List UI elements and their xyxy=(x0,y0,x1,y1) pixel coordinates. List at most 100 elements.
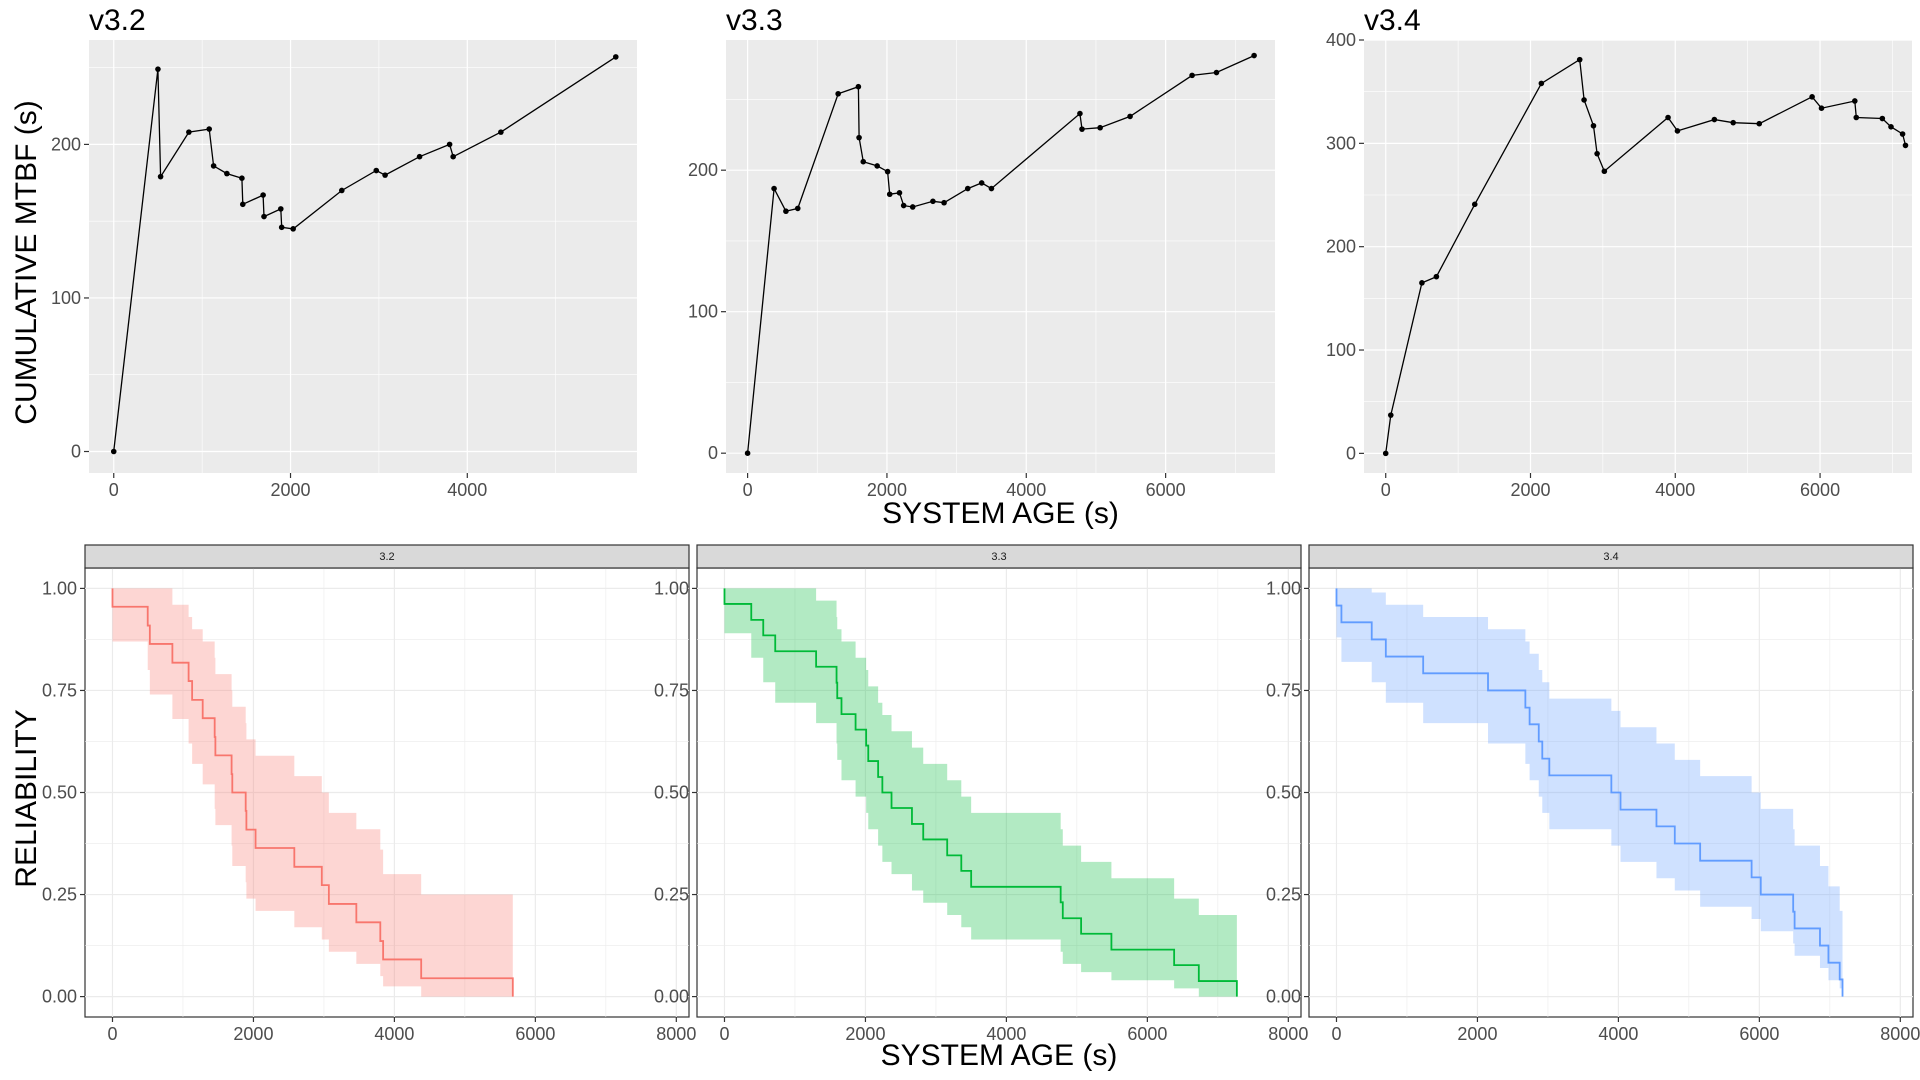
data-point xyxy=(1601,168,1608,175)
data-point xyxy=(886,191,893,198)
data-point xyxy=(941,199,947,206)
plot-background xyxy=(1364,40,1912,473)
survival-step-line xyxy=(111,588,514,997)
y-tick-label: 100 xyxy=(1326,340,1356,360)
data-point xyxy=(110,448,117,455)
chart-panel-2: 0 2000 4000 6000 0 100 200 v3.3 SYSTEM AGE (s) xyxy=(688,4,1275,530)
series-line xyxy=(746,55,1255,454)
data-point xyxy=(290,226,296,232)
chart-panel-5: 0 2000 4000 6000 8000 0.00 0.25 0.50 0.75 1.00 3.3… xyxy=(654,544,1308,1072)
data-point xyxy=(498,129,504,135)
data-point xyxy=(278,224,285,231)
data-point xyxy=(186,129,192,135)
x-tick-label: 6000 xyxy=(1127,1024,1167,1044)
x-tick-label: 2000 xyxy=(270,480,310,500)
data-point xyxy=(771,185,777,192)
data-point xyxy=(1097,124,1103,131)
y-tick-label: 0 xyxy=(1346,443,1356,463)
data-point xyxy=(260,192,266,198)
data-point xyxy=(930,198,936,205)
x-tick-label: 6000 xyxy=(1146,480,1186,500)
data-point xyxy=(157,173,164,180)
data-point xyxy=(224,170,230,177)
x-axis-title: SYSTEM AGE (s) xyxy=(881,1039,1118,1072)
data-point xyxy=(978,180,985,186)
x-tick-label: 4000 xyxy=(1598,1024,1638,1044)
data-point xyxy=(783,208,789,215)
data-point xyxy=(1576,56,1583,63)
x-tick-label: 0 xyxy=(1331,1024,1341,1044)
data-point xyxy=(278,206,284,212)
data-point xyxy=(794,205,801,212)
chart-panel-6: 0 2000 4000 6000 8000 0.00 0.25 0.50 0.75 1.00 3.4 xyxy=(1266,544,1920,1044)
data-point xyxy=(1538,80,1545,87)
data-point xyxy=(155,66,161,72)
chart-panel-3: 0 2000 4000 6000 0 100 200 300 400 v3.4 xyxy=(1326,4,1912,500)
x-tick-label: 8000 xyxy=(656,1024,696,1044)
data-point xyxy=(1899,131,1906,137)
panel-title: v3.2 xyxy=(89,4,146,37)
data-point xyxy=(909,204,916,210)
y-tick-label: 0.00 xyxy=(1266,987,1301,1007)
survival-step-line xyxy=(1335,588,1844,997)
data-point xyxy=(855,83,862,90)
data-point xyxy=(1127,113,1133,120)
data-point xyxy=(1419,280,1425,286)
y-tick-label: 200 xyxy=(51,134,81,154)
data-point xyxy=(612,54,619,60)
x-tick-label: 4000 xyxy=(447,480,487,500)
data-point xyxy=(382,172,388,178)
data-point xyxy=(1756,120,1763,127)
x-tick-label: 2000 xyxy=(1457,1024,1497,1044)
data-point xyxy=(964,185,971,192)
y-tick-label: 200 xyxy=(688,160,718,180)
y-tick-label: 0.25 xyxy=(1266,885,1301,905)
data-point xyxy=(1879,115,1886,122)
chart-panel-1: 0 2000 4000 0 100 200 v3.2 CUMULATIVE MTBF (s) xyxy=(10,4,637,500)
y-tick-label: 100 xyxy=(51,288,81,308)
y-tick-label: 0.75 xyxy=(42,680,77,700)
x-tick-label: 4000 xyxy=(1006,480,1046,500)
y-tick-label: 0.00 xyxy=(654,987,689,1007)
data-point xyxy=(900,202,907,209)
data-point xyxy=(856,134,862,141)
y-tick-label: 0.50 xyxy=(1266,783,1301,803)
data-point xyxy=(1471,201,1478,208)
x-tick-label: 6000 xyxy=(1739,1024,1779,1044)
x-tick-label: 0 xyxy=(743,480,753,500)
y-tick-label: 0 xyxy=(71,442,81,462)
y-tick-label: 400 xyxy=(1326,30,1356,50)
data-point xyxy=(1590,122,1597,129)
y-tick-label: 1.00 xyxy=(654,578,689,598)
plot-background xyxy=(726,40,1275,473)
data-point xyxy=(239,201,246,208)
series-line xyxy=(113,56,617,452)
x-tick-label: 2000 xyxy=(867,480,907,500)
data-point xyxy=(1213,69,1220,76)
confidence-band xyxy=(112,588,513,997)
x-tick-label: 2000 xyxy=(845,1024,885,1044)
confidence-band xyxy=(1336,588,1843,997)
data-point xyxy=(1594,150,1600,157)
y-tick-label: 1.00 xyxy=(1266,578,1301,598)
data-point xyxy=(1581,97,1587,103)
y-tick-label: 100 xyxy=(688,302,718,322)
x-axis-title: SYSTEM AGE (s) xyxy=(882,497,1119,530)
data-point xyxy=(835,90,841,97)
x-tick-label: 8000 xyxy=(1268,1024,1308,1044)
plot-background xyxy=(89,40,637,473)
data-point xyxy=(1077,110,1083,117)
data-point xyxy=(1387,412,1394,418)
data-point xyxy=(338,187,345,194)
x-tick-label: 2000 xyxy=(1510,480,1550,500)
facet-label: 3.4 xyxy=(1603,551,1618,563)
data-point xyxy=(1665,114,1671,121)
data-point xyxy=(373,167,380,174)
data-point xyxy=(1079,126,1085,132)
confidence-band xyxy=(724,588,1237,997)
data-point xyxy=(446,141,453,148)
data-point xyxy=(1711,116,1718,123)
data-point xyxy=(1674,128,1681,134)
data-point xyxy=(206,126,213,132)
